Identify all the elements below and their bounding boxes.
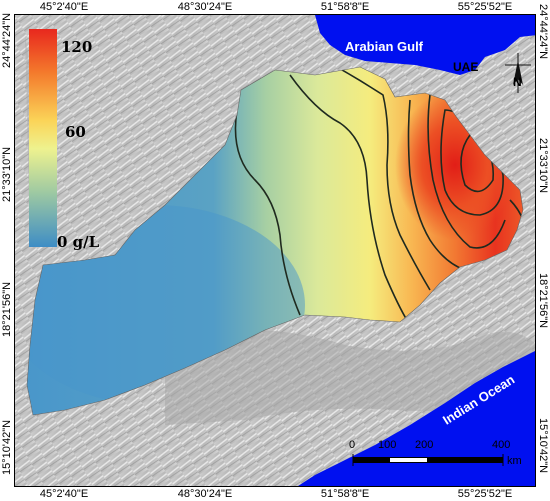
legend-mid-label: 60: [65, 123, 86, 141]
longitude-label-bottom: 45°2'40"E: [39, 488, 89, 500]
indian-ocean-water: [298, 351, 535, 486]
uae-label: UAE: [453, 60, 479, 74]
legend-max-label: 120: [61, 38, 93, 56]
legend-min-label: 0 g/L: [57, 233, 100, 251]
longitude-label-bottom: 55°25'52"E: [457, 488, 513, 500]
arabian-gulf-label: Arabian Gulf: [345, 39, 424, 54]
contour-line: [509, 199, 523, 226]
arabian-gulf-water: [315, 15, 535, 75]
latitude-label-left: 24°44'24"N: [1, 12, 13, 68]
latitude-label-right: 21°33'10"N: [537, 138, 549, 194]
region-boundary: [26, 66, 524, 416]
contour-line: [336, 67, 431, 291]
longitude-label-top: 55°25'52"E: [457, 1, 513, 13]
scale-unit-label: km: [507, 455, 522, 467]
legend-color-bar: [29, 29, 57, 247]
southern-mountains: [165, 330, 535, 425]
latitude-label-left: 18°21'56"N: [1, 281, 13, 337]
latitude-label-right: 15°10'42"N: [537, 418, 549, 474]
longitude-label-top: 51°58'8"E: [320, 1, 370, 13]
map-canvas: [15, 15, 535, 486]
latitude-label-right: 24°44'24"N: [537, 4, 549, 60]
scale-tick-200: 200: [415, 439, 434, 451]
latitude-label-left: 21°33'10"N: [1, 146, 13, 202]
scale-tick-100: 100: [378, 439, 397, 451]
scale-tick-400: 400: [492, 439, 511, 451]
scale-bar: [352, 454, 504, 466]
scale-tick-0: 0: [349, 439, 356, 451]
north-label: N: [513, 75, 522, 89]
contour-line: [407, 99, 466, 271]
longitude-label-bottom: 48°30'24"E: [177, 488, 233, 500]
latitude-label-right: 18°21'56"N: [537, 273, 549, 329]
contour-line: [289, 74, 411, 326]
longitude-label-top: 48°30'24"E: [177, 1, 233, 13]
contour-line: [234, 109, 301, 316]
north-arrow-icon: [505, 53, 531, 93]
longitude-label-bottom: 51°58'8"E: [320, 488, 370, 500]
longitude-label-top: 45°2'40"E: [39, 1, 89, 13]
latitude-label-left: 15°10'42"N: [1, 419, 13, 475]
map-frame: 120 60 0 g/L Arabian Gulf UAE Indian Oce…: [14, 14, 536, 487]
contour-line: [427, 94, 506, 249]
